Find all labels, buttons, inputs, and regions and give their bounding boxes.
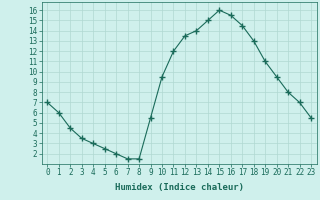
- X-axis label: Humidex (Indice chaleur): Humidex (Indice chaleur): [115, 183, 244, 192]
